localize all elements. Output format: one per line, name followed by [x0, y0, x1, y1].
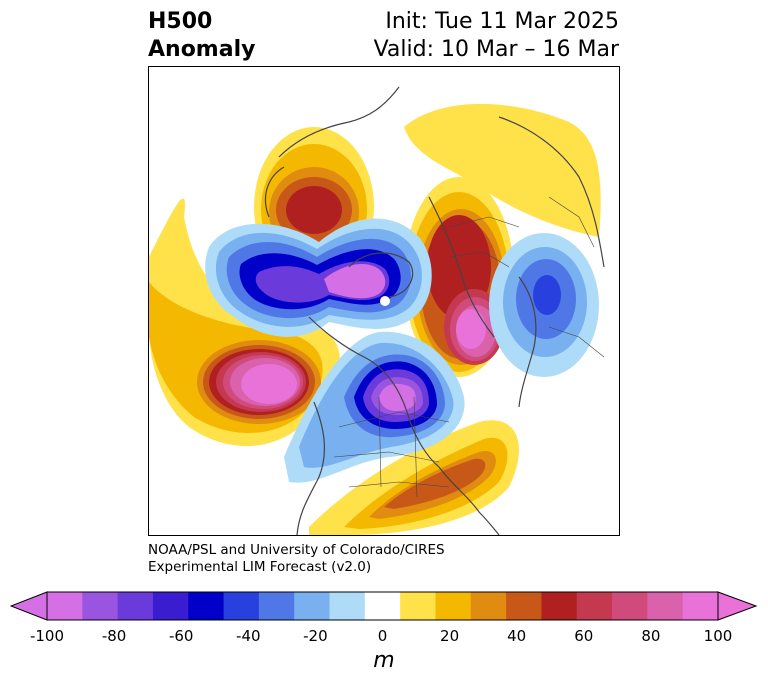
trough-central — [205, 218, 432, 337]
ridge-europe — [404, 103, 601, 377]
colorbar-swatch — [47, 592, 83, 620]
colorbar-swatch — [612, 592, 648, 620]
credit-line-1: NOAA/PSL and University of Colorado/CIRE… — [148, 542, 445, 558]
colorbar-swatch — [364, 592, 401, 620]
country-borders — [333, 196, 605, 498]
colorbar-swatch — [329, 592, 366, 620]
coastlines — [264, 86, 605, 535]
anomaly-map — [148, 66, 620, 536]
ridge-atlantic — [309, 420, 519, 535]
trough-north-america — [284, 331, 465, 483]
trough-asia — [489, 233, 599, 377]
colorbar-swatch — [682, 592, 719, 620]
map-subtitle: Anomaly — [148, 37, 256, 62]
colorbar-swatch — [152, 592, 189, 620]
colorbar-tick-label: 0 — [377, 627, 388, 645]
colorbar-swatch — [541, 592, 578, 620]
colorbar-swatch — [188, 592, 225, 620]
colorbar-tick-label: -40 — [236, 627, 261, 645]
colorbar-swatch — [470, 592, 507, 620]
colorbar — [10, 591, 758, 621]
colorbar-swatch — [117, 592, 154, 620]
colorbar-tick-label: 20 — [440, 627, 460, 645]
colorbar-tick-label: 80 — [641, 627, 661, 645]
init-date-label: Init: Tue 11 Mar 2025 — [385, 9, 619, 34]
colorbar-border — [46, 591, 719, 621]
colorbar-swatch — [435, 592, 472, 620]
credit-line-2: Experimental LIM Forecast (v2.0) — [148, 559, 372, 575]
colorbar-unit-label: m — [373, 648, 395, 673]
colorbar-swatch — [400, 592, 436, 620]
colorbar-swatch — [258, 592, 295, 620]
colorbar-tick-label: 60 — [574, 627, 594, 645]
colorbar-tick-label: -20 — [303, 627, 328, 645]
north-pole-marker — [380, 296, 390, 306]
valid-range-label: Valid: 10 Mar – 16 Mar — [373, 37, 619, 62]
colorbar-tick-label: -80 — [101, 627, 127, 645]
colorbar-swatch — [647, 592, 684, 620]
colorbar-swatch — [82, 592, 119, 620]
colorbar-tick-label: 40 — [507, 627, 527, 645]
colorbar-tick-label: 100 — [703, 627, 733, 645]
colorbar-swatch — [576, 592, 613, 620]
colorbar-tick-label: -100 — [29, 627, 65, 645]
colorbar-swatch — [223, 592, 260, 620]
map-title: H500 — [148, 9, 213, 34]
anomaly-map-svg — [149, 67, 619, 535]
colorbar-over-arrow — [717, 591, 758, 621]
colorbar-tick-label: -60 — [168, 627, 194, 645]
colorbar-swatch — [506, 592, 542, 620]
colorbar-swatch — [294, 592, 331, 620]
colorbar-under-arrow — [10, 591, 48, 621]
